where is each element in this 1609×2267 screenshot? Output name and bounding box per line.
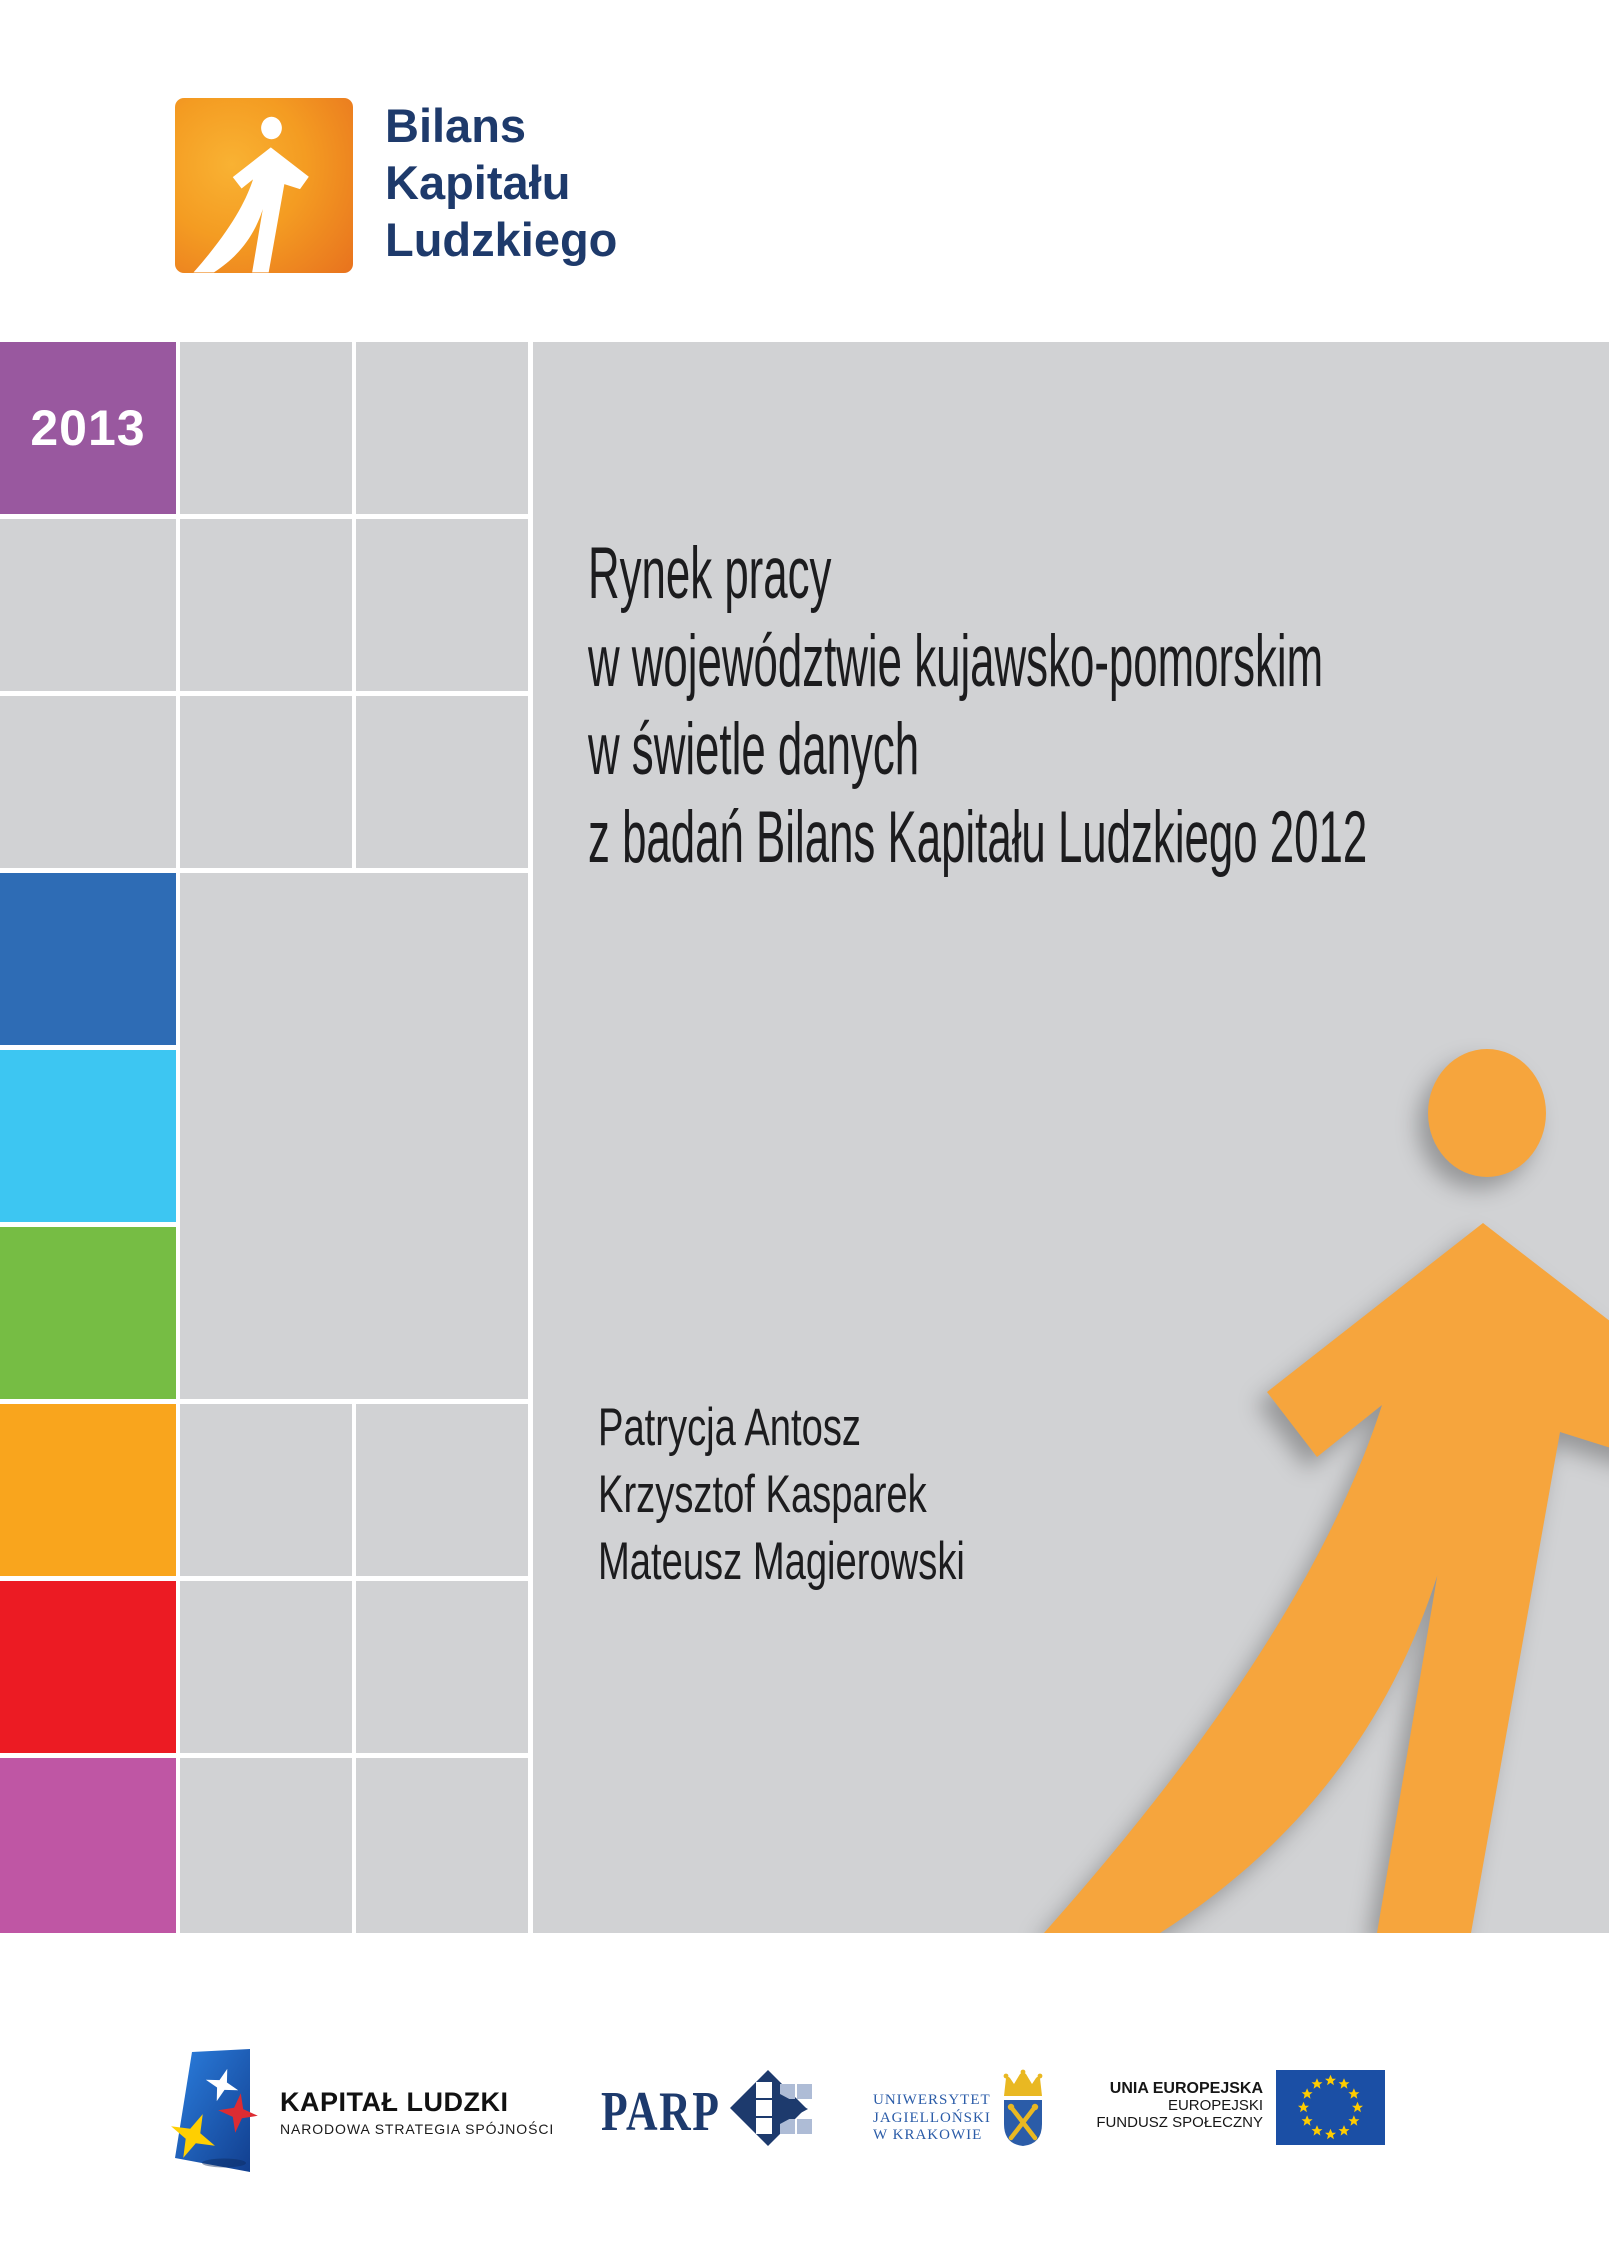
grid-square-gray: [180, 1758, 352, 1933]
eu-wordmark: UNIA EUROPEJSKA EUROPEJSKI FUNDUSZ SPOŁE…: [1023, 2080, 1263, 2131]
grid-square-gray: [356, 519, 528, 691]
cover-title: Rynek pracy w województwie kujawsko-pomo…: [588, 530, 1367, 882]
title-line: Rynek pracy: [588, 533, 832, 614]
uj-line: W KRAKOWIE: [873, 2127, 983, 2144]
eu-flag-icon: [1276, 2070, 1385, 2145]
kapital-ludzki-flag-icon: [161, 2049, 261, 2172]
person-figure-icon: [1044, 1049, 1609, 1933]
grid-square-red: [0, 1581, 176, 1753]
logo-line: Ludzkiego: [385, 213, 618, 266]
grid-square-magenta: [0, 1758, 176, 1933]
grid-square-cyan: [0, 1050, 176, 1222]
bkl-logo-wordmark: Bilans Kapitału Ludzkiego: [385, 97, 617, 268]
eu-line: FUNDUSZ SPOŁECZNY: [1096, 2113, 1263, 2131]
uj-crest-icon: [1003, 2069, 1043, 2146]
eu-line: UNIA EUROPEJSKA: [1109, 2080, 1263, 2097]
grid-square-gray: [356, 342, 528, 514]
author-name: Krzysztof Kasparek: [598, 1465, 927, 1524]
grid-square-gray: [356, 1581, 528, 1753]
grid-square-orange: [0, 1404, 176, 1576]
year-label: 2013: [30, 400, 146, 456]
author-name: Patrycja Antosz: [598, 1398, 862, 1457]
grid-square-gray: [0, 519, 176, 691]
grid-square-gray: [180, 519, 352, 691]
year-badge: 2013: [0, 342, 176, 514]
uj-line: JAGIELLOŃSKI: [873, 2109, 991, 2126]
grid-square-gray: [0, 696, 176, 868]
bkl-logo-icon: [175, 98, 353, 273]
grid-square-gray: [180, 1581, 352, 1753]
grid-square-gray: [356, 696, 528, 868]
bkl-person-icon: [193, 116, 309, 273]
author-name: Mateusz Magierowski: [598, 1532, 965, 1591]
grid-square-gray: [180, 1404, 352, 1576]
logo-line: Bilans: [385, 99, 527, 152]
grid-square-gray: [356, 1758, 528, 1933]
grid-square-blue: [0, 873, 176, 1045]
grid-square-gray: [180, 342, 352, 514]
title-line: w województwie kujawsko-pomorskim: [588, 621, 1324, 702]
parp-logo-icon: [730, 2070, 812, 2146]
grid-square-green: [0, 1227, 176, 1399]
parp-wordmark: PARP: [601, 2081, 721, 2143]
cover-authors: Patrycja Antosz Krzysztof Kasparek Mateu…: [598, 1394, 965, 1595]
eu-line: EUROPEJSKI: [1167, 2096, 1263, 2114]
logo-line: Kapitału: [385, 156, 571, 209]
grid-square-gray: [180, 696, 352, 868]
title-line: z badań Bilans Kapitału Ludzkiego 2012: [588, 797, 1368, 878]
title-line: w świetle danych: [588, 709, 920, 790]
cover-main-panel: Rynek pracy w województwie kujawsko-pomo…: [533, 342, 1609, 1933]
uj-line: UNIWERSYTET: [873, 2092, 991, 2108]
uj-wordmark: UNIWERSYTET JAGIELLOŃSKI W KRAKOWIE: [873, 2092, 997, 2145]
kapital-ludzki-subtitle: NARODOWA STRATEGIA SPÓJNOŚCI: [280, 2121, 555, 2137]
grid-square-gray: [356, 1404, 528, 1576]
grid-block-gray-merged: [180, 873, 528, 1399]
kapital-ludzki-title: KAPITAŁ LUDZKI: [280, 2087, 509, 2117]
